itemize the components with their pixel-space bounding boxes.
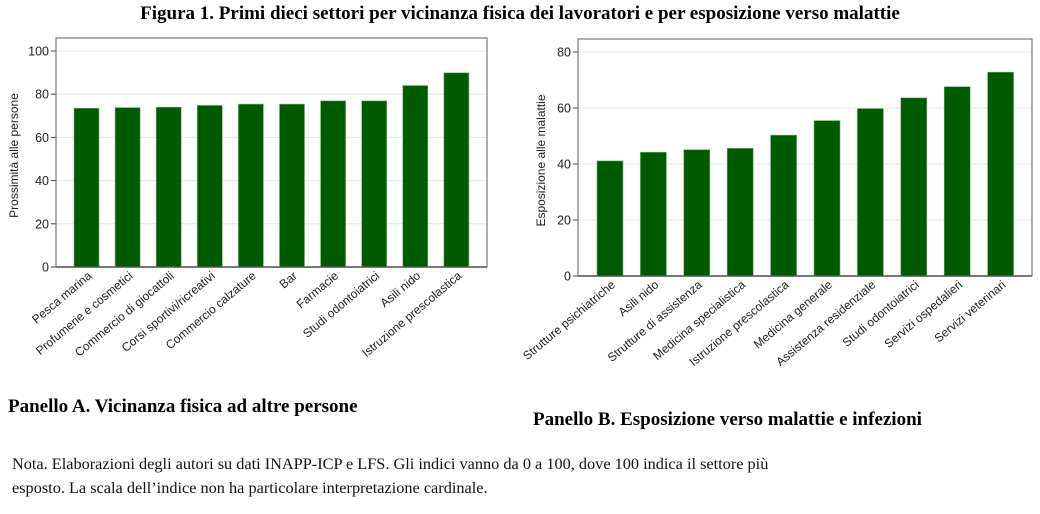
bar <box>443 72 470 268</box>
bar <box>640 151 667 277</box>
bar <box>813 120 841 277</box>
bar <box>279 103 305 268</box>
y-tick-label: 0 <box>42 261 49 275</box>
y-tick-label: 60 <box>557 102 571 116</box>
bar <box>683 149 711 277</box>
bar <box>402 85 429 268</box>
bar <box>361 100 388 268</box>
bar <box>596 160 624 277</box>
y-tick-label: 20 <box>35 217 49 231</box>
note: Nota. Elaborazioni degli autori su dati … <box>12 452 1012 500</box>
bar <box>987 71 1014 277</box>
y-axis-label: Prossimità alle persone <box>7 93 21 218</box>
x-category-label: Medicina generale <box>751 277 835 351</box>
x-category-label: Studi odontoiatrici <box>300 269 382 341</box>
bar <box>114 107 141 268</box>
x-category-label: Strutture psichiatriche <box>520 277 618 363</box>
y-tick-label: 100 <box>28 45 49 59</box>
bar <box>197 105 223 268</box>
x-category-label: Servizi ospedalieri <box>882 278 966 351</box>
y-tick-label: 0 <box>564 270 571 284</box>
y-axis-label: Esposizione alle malattie <box>534 94 548 226</box>
y-tick-label: 60 <box>35 131 49 145</box>
bar <box>320 100 346 268</box>
bar <box>857 108 884 277</box>
bar <box>726 148 754 277</box>
x-category-label: Bar <box>277 269 300 292</box>
y-tick-label: 40 <box>557 158 571 172</box>
bar <box>155 106 182 268</box>
bar <box>770 134 797 277</box>
y-tick-label: 80 <box>557 46 571 60</box>
x-category-label: Studi odontoiatrici <box>840 278 922 350</box>
panel-a-title: Panello A. Vicinanza fisica ad altre per… <box>8 396 358 417</box>
y-tick-label: 40 <box>35 174 49 188</box>
panel-b-title: Panello B. Esposizione verso malattie e … <box>533 409 922 430</box>
note-line-2: esposto. La scala dell’indice non ha par… <box>12 478 488 497</box>
bar <box>900 97 928 277</box>
bar <box>238 103 264 268</box>
y-tick-label: 20 <box>557 214 571 228</box>
bar <box>73 107 100 268</box>
figure-title: Figura 1. Primi dieci settori per vicina… <box>140 3 900 24</box>
y-tick-label: 80 <box>35 88 49 102</box>
note-line-1: Nota. Elaborazioni degli autori su dati … <box>12 454 769 473</box>
bar <box>943 86 971 277</box>
